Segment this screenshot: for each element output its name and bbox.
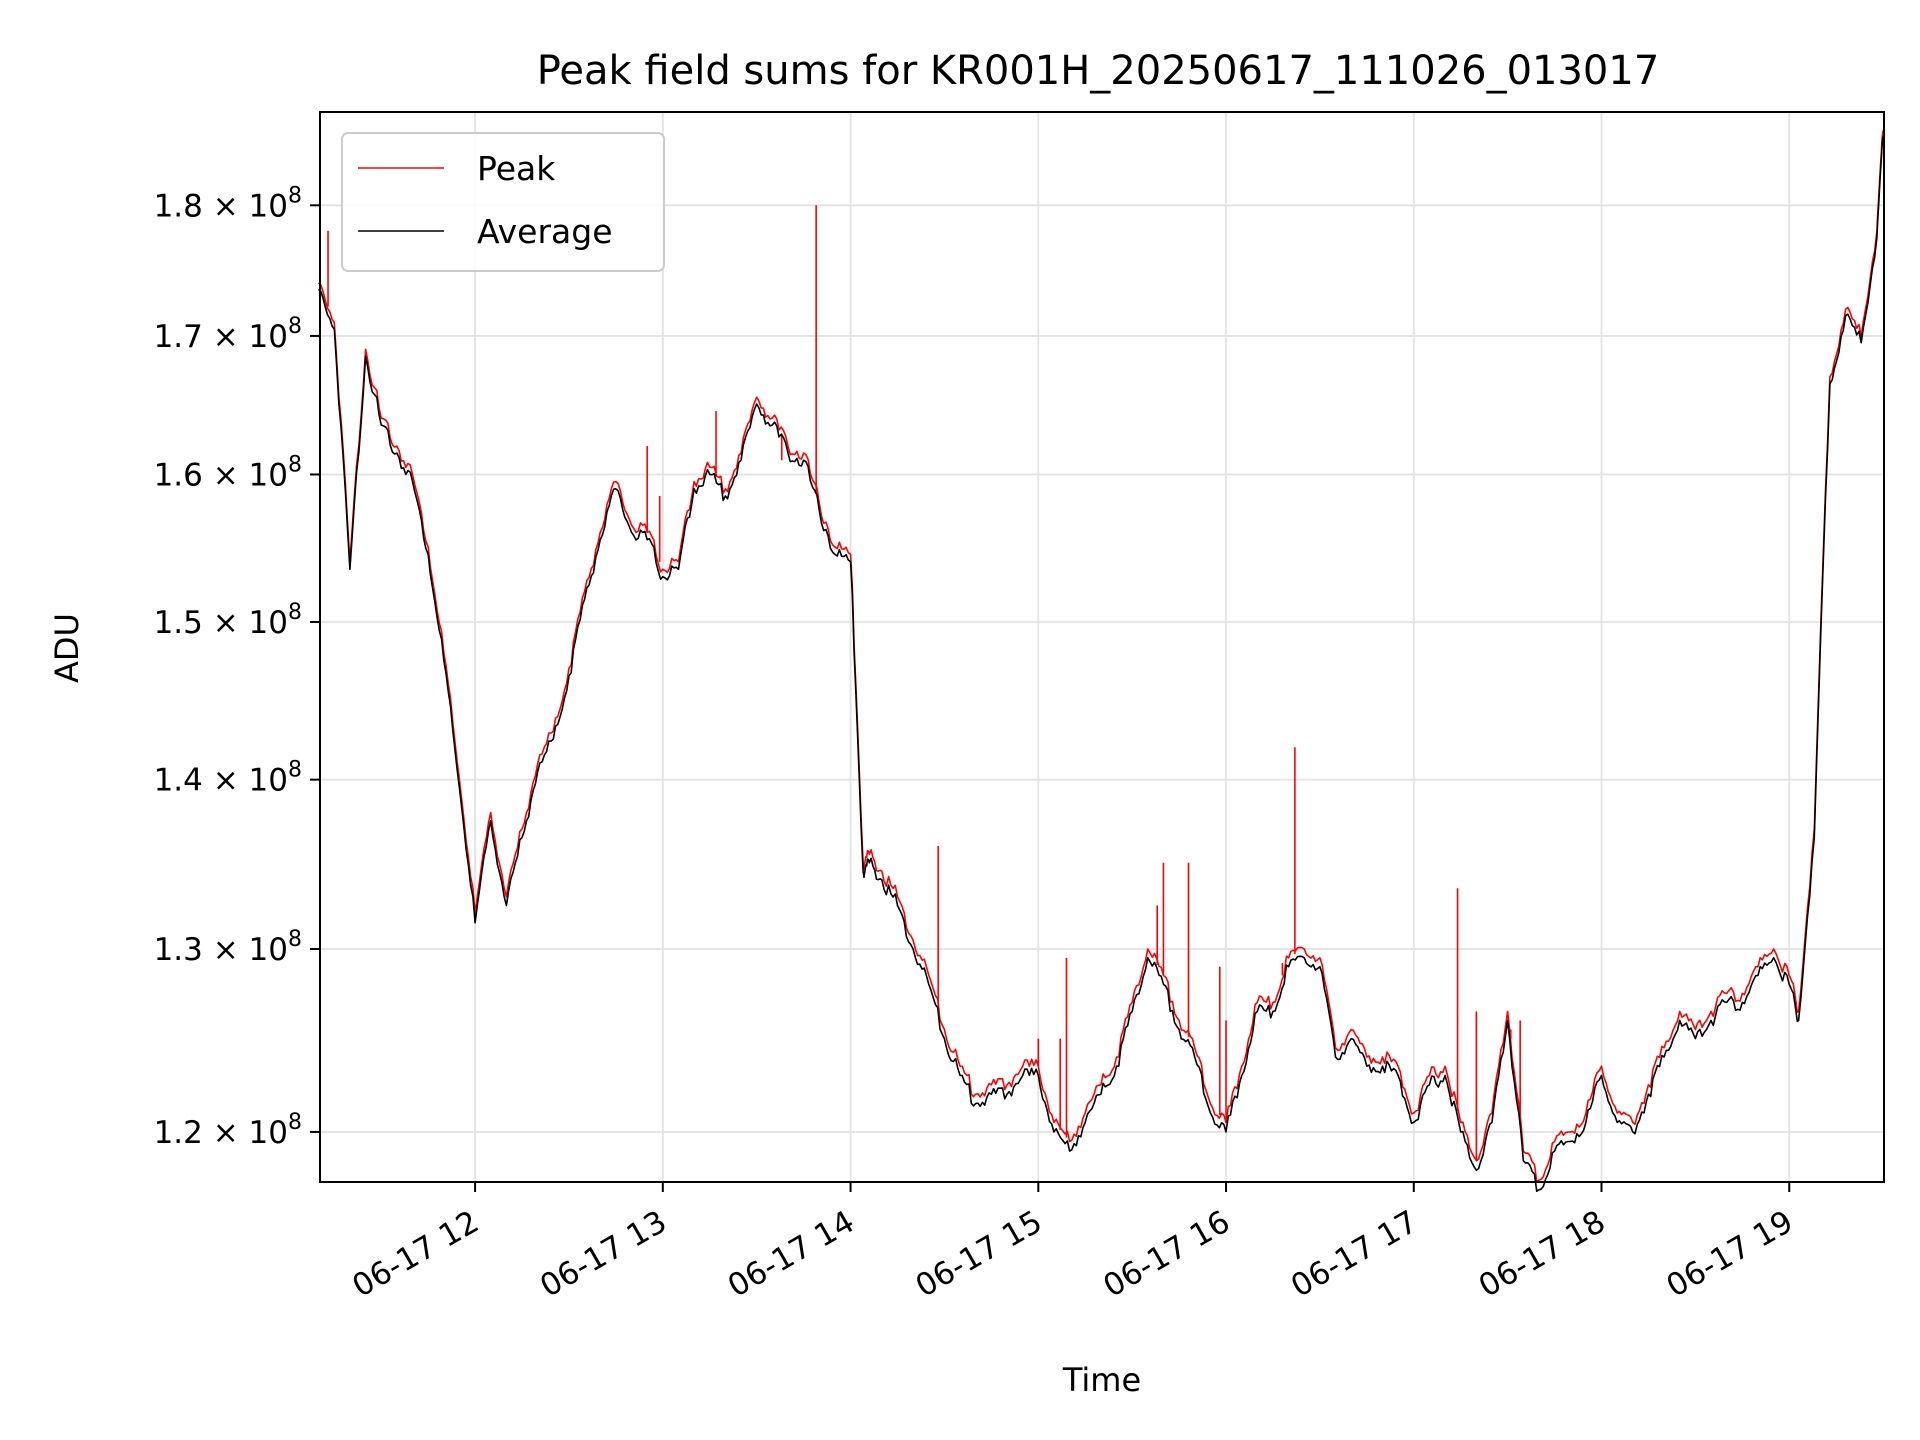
y-axis-label: ADU <box>48 613 86 683</box>
x-axis-label: Time <box>1062 1361 1141 1399</box>
series-layer <box>318 130 1884 1192</box>
y-tick-label: 1.4 × 108 <box>154 758 302 799</box>
grid <box>320 112 1884 1182</box>
chart-title: Peak field sums for KR001H_20250617_1110… <box>537 48 1660 94</box>
legend: Peak Average <box>341 132 665 272</box>
y-tick-label: 1.2 × 108 <box>154 1110 302 1151</box>
y-tick-label: 1.6 × 108 <box>154 452 302 493</box>
y-tick-label: 1.5 × 108 <box>154 600 302 641</box>
series-line-average <box>318 136 1884 1192</box>
y-tick-label: 1.7 × 108 <box>154 314 302 355</box>
series-line-peak <box>318 130 1884 1183</box>
y-axis: 1.2 × 108 1.3 × 108 1.4 × 108 1.5 × 108 1.6 … <box>154 183 320 1151</box>
y-tick-label: 1.8 × 108 <box>154 183 302 224</box>
legend-label-peak: Peak <box>477 149 556 188</box>
legend-label-average: Average <box>477 212 613 251</box>
plot-frame <box>319 111 1885 1183</box>
y-tick-label: 1.3 × 108 <box>154 927 302 968</box>
